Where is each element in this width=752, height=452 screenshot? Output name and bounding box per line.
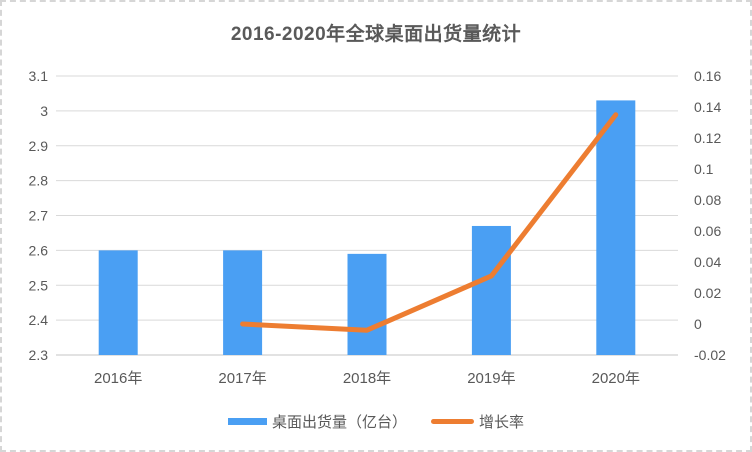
bar-2020年 (596, 100, 636, 355)
left-axis-tick-label: 3 (40, 103, 48, 119)
legend-item-shipments: 桌面出货量（亿台） (227, 411, 407, 432)
right-axis-tick-label: 0.12 (694, 130, 721, 146)
legend-item-growth-rate: 增长率 (431, 411, 524, 432)
legend-label-shipments: 桌面出货量（亿台） (271, 413, 407, 431)
bar-2018年 (347, 253, 387, 355)
chart-title: 2016-2020年全球桌面出货量统计 (230, 24, 522, 45)
left-axis-tick-label: 2.9 (29, 138, 49, 154)
plot-area: 3.1 3 2.9 2.8 2.7 2.6 2.5 2.4 2.3 0.16 0.14 0.12 0.1… (29, 68, 727, 387)
bar-2019年 (471, 225, 511, 355)
x-axis-label: 2017年 (218, 370, 266, 387)
bar-2017年 (223, 250, 263, 355)
right-axis-tick-label: 0.04 (694, 254, 721, 270)
left-axis-tick-label: 2.8 (29, 173, 49, 189)
legend-label-growth-rate: 增长率 (479, 413, 525, 431)
left-axis-tick-label: 2.7 (29, 208, 49, 224)
right-axis-tick-label: 0.16 (694, 68, 721, 84)
left-axis-tick-label: 2.3 (29, 347, 49, 363)
x-axis-label: 2019年 (467, 370, 515, 387)
right-axis-tick-label: 0.08 (694, 192, 721, 208)
x-axis-label: 2020年 (592, 370, 640, 387)
left-axis-tick-label: 2.6 (29, 242, 49, 258)
left-axis-tick-label: 2.5 (29, 277, 49, 293)
right-axis-tick-label: 0.1 (694, 161, 714, 177)
right-axis-tick-label: 0.02 (694, 285, 721, 301)
right-axis-tick-label: 0.14 (694, 99, 721, 115)
x-axis-label: 2016年 (94, 370, 142, 387)
growth-rate-line (240, 112, 619, 333)
left-axis-tick-label: 2.4 (29, 312, 49, 328)
right-axis-tick-label: 0 (694, 316, 702, 332)
legend: 桌面出货量（亿台） 增长率 (2, 407, 750, 435)
x-axis-label: 2018年 (343, 370, 391, 387)
right-axis-tick-label: 0.06 (694, 223, 721, 239)
shipments-series-swatch-icon (227, 417, 267, 425)
growth-rate-series-swatch-icon (431, 418, 474, 424)
right-axis-tick-label: -0.02 (694, 347, 726, 363)
left-axis-tick-label: 3.1 (29, 68, 49, 84)
bar-2016年 (98, 250, 138, 355)
